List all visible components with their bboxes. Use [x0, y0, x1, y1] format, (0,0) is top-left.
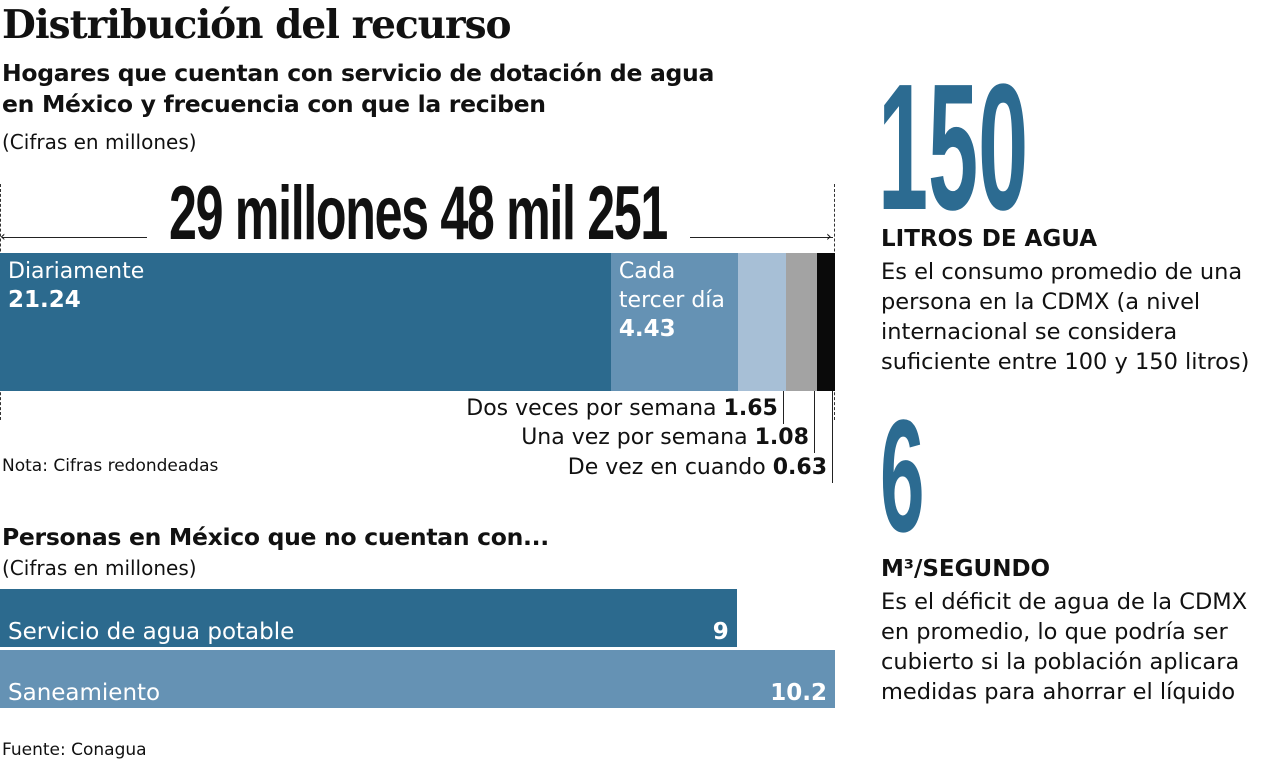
left-arrow-line: [2, 237, 147, 238]
stacked-bar: Diariamente 21.24 Cada tercer día 4.43: [0, 253, 835, 391]
subtitle-line: en México y frecuencia con que la recibe…: [2, 90, 546, 118]
category-label: Cada tercer día: [618, 259, 725, 313]
value-label: 21.24: [8, 287, 81, 313]
chart1-subtitle: Hogares que cuentan con servicio de dota…: [2, 58, 714, 120]
chart2-subtitle: Personas en México que no cuentan con...: [2, 523, 549, 551]
total-span: ‹ › 29 millones 48 mil 251: [0, 171, 835, 420]
value-label: 1.65: [723, 396, 778, 421]
segment-cada-tercer-dia: Cada tercer día 4.43: [610, 253, 739, 391]
note: Nota: Cifras redondeadas: [2, 456, 219, 476]
segment-diariamente: Diariamente 21.24: [0, 253, 611, 391]
stat-150-text: Es el consumo promedio de una persona en…: [881, 259, 1250, 375]
segment-dos-veces: [738, 253, 786, 391]
category-label: De vez en cuando: [567, 455, 766, 480]
stat-6-heading: M³/SEGUNDO: [881, 556, 1051, 582]
value-label: 1.08: [754, 425, 809, 450]
page-title: Distribución del recurso: [2, 2, 512, 48]
segment-label: Diariamente 21.24: [8, 257, 144, 315]
bar-servicio-agua: Servicio de agua potable 9: [0, 589, 737, 647]
stat-150-value: 150: [878, 47, 1029, 248]
value-label: 10.2: [770, 680, 827, 706]
value-label: 4.43: [618, 316, 676, 342]
total-label: 29 millones 48 mil 251: [168, 171, 668, 256]
category-label: Servicio de agua potable: [8, 619, 295, 645]
stat-6-text: Es el déficit de agua de la CDMX en prom…: [881, 589, 1248, 705]
source: Fuente: Conagua: [2, 740, 147, 760]
segment-una-vez: [785, 253, 817, 391]
callout-una-vez: Una vez por semana 1.08: [521, 425, 809, 450]
stat-6-value: 6: [880, 386, 925, 565]
segment-de-vez-en-cuando: [816, 253, 835, 391]
arrow-right-icon: ›: [826, 229, 832, 245]
bar-saneamiento: Saneamiento 10.2: [0, 650, 835, 708]
leader-line: [813, 391, 815, 453]
category-label: Saneamiento: [8, 680, 161, 706]
segment-label: Cada tercer día 4.43: [619, 257, 739, 344]
value-label: 9: [712, 619, 729, 645]
arrow-left-icon: ‹: [0, 229, 6, 245]
leader-line: [782, 391, 784, 424]
value-label: 0.63: [772, 455, 827, 480]
stat-150-heading: LITROS DE AGUA: [881, 226, 1097, 252]
right-arrow-line: [690, 237, 833, 238]
category-label: Una vez por semana: [521, 425, 748, 450]
callout-de-vez: De vez en cuando 0.63: [568, 455, 827, 480]
category-label: Dos veces por semana: [466, 396, 717, 421]
callout-dos-veces: Dos veces por semana 1.65: [466, 396, 778, 421]
category-label: Diariamente: [8, 259, 145, 284]
leader-line: [832, 391, 833, 483]
chart1-units: (Cifras en millones): [2, 130, 197, 154]
chart2-units: (Cifras en millones): [2, 556, 197, 580]
subtitle-line: Hogares que cuentan con servicio de dota…: [2, 59, 715, 87]
